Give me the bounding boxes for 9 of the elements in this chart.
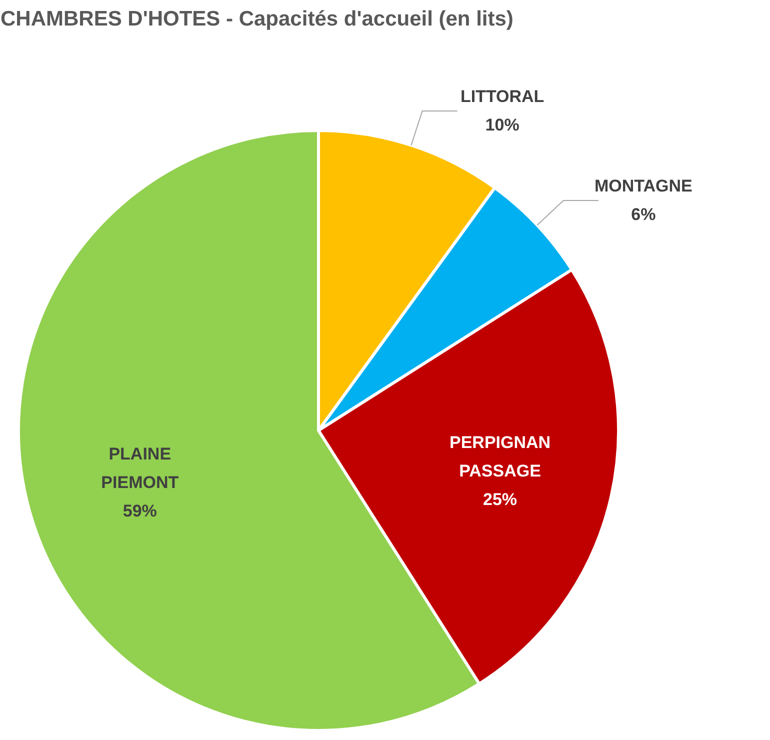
data-label: 6% [631, 205, 656, 224]
data-label: 59% [122, 501, 157, 520]
data-label: 10% [485, 116, 520, 135]
slice-label: LITTORAL [460, 87, 544, 106]
slice-label: PLAINE PIEMONT [101, 444, 180, 492]
data-label: 25% [483, 490, 518, 510]
slice-label: MONTAGNE [594, 176, 692, 196]
chart-title: CHAMBRES D'HOTES - Capacités d'accueil (en lits) [0, 8, 514, 30]
slice-label: PERPIGNAN PASSAGE [449, 433, 551, 481]
